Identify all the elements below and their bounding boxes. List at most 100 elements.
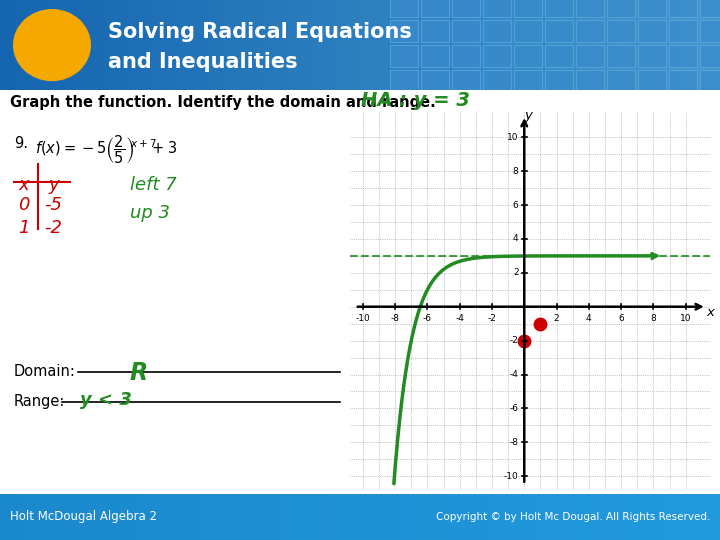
Bar (684, 494, 691, 540)
Bar (202, 494, 209, 540)
Bar (180, 494, 187, 540)
Bar (700, 45, 720, 67)
Bar (216, 0, 223, 90)
Bar (324, 0, 331, 90)
Bar (230, 494, 238, 540)
Bar (545, 45, 573, 67)
Bar (576, 45, 604, 67)
Bar (223, 0, 230, 90)
Bar (454, 494, 461, 540)
Bar (490, 0, 497, 90)
Bar (446, 494, 454, 540)
Bar (202, 0, 209, 90)
Bar (266, 494, 274, 540)
Bar (518, 0, 526, 90)
Bar (700, 0, 720, 17)
Bar (230, 0, 238, 90)
Bar (14, 494, 22, 540)
Bar (43, 0, 50, 90)
Text: 6: 6 (618, 314, 624, 323)
Bar (504, 0, 511, 90)
Bar (331, 494, 338, 540)
Bar (274, 0, 281, 90)
Bar (360, 0, 367, 90)
Bar (483, 0, 511, 17)
Bar (576, 70, 604, 92)
Bar (634, 494, 641, 540)
Bar (130, 494, 137, 540)
Bar (65, 0, 72, 90)
Bar (382, 494, 389, 540)
Text: 6: 6 (513, 200, 518, 210)
Bar (526, 494, 533, 540)
Bar (468, 0, 475, 90)
Bar (669, 45, 697, 67)
Bar (482, 494, 490, 540)
Bar (511, 494, 518, 540)
Text: -2: -2 (510, 336, 518, 345)
Text: x: x (706, 306, 714, 319)
Text: -4: -4 (455, 314, 464, 323)
Bar (638, 45, 666, 67)
Text: -8: -8 (391, 314, 400, 323)
Bar (101, 494, 108, 540)
Bar (626, 494, 634, 540)
Bar (655, 0, 662, 90)
Bar (151, 0, 158, 90)
Bar (533, 494, 540, 540)
Text: Range:: Range: (14, 394, 66, 409)
Bar (554, 494, 562, 540)
Bar (331, 0, 338, 90)
Bar (288, 0, 295, 90)
Bar (367, 0, 374, 90)
Text: 0: 0 (18, 195, 30, 214)
Bar (137, 494, 144, 540)
Bar (452, 0, 480, 17)
Bar (612, 494, 619, 540)
Bar (346, 494, 353, 540)
Bar (115, 494, 122, 540)
Bar (238, 0, 245, 90)
Bar (670, 494, 677, 540)
Bar (518, 494, 526, 540)
Bar (475, 0, 482, 90)
Text: -2: -2 (44, 219, 62, 237)
Bar (700, 70, 720, 92)
Bar (432, 0, 439, 90)
Bar (475, 494, 482, 540)
Bar (29, 0, 36, 90)
Bar (0, 494, 7, 540)
Bar (94, 0, 101, 90)
Bar (252, 0, 259, 90)
Bar (547, 494, 554, 540)
Bar (346, 0, 353, 90)
Bar (554, 0, 562, 90)
Text: R: R (130, 361, 148, 384)
Bar (421, 45, 449, 67)
Bar (338, 0, 346, 90)
Bar (94, 494, 101, 540)
Bar (72, 494, 79, 540)
Bar (209, 0, 216, 90)
Bar (662, 494, 670, 540)
Bar (374, 494, 382, 540)
Bar (158, 0, 166, 90)
Bar (540, 0, 547, 90)
Bar (545, 0, 573, 17)
Bar (605, 494, 612, 540)
Bar (439, 494, 446, 540)
Bar (483, 70, 511, 92)
Bar (533, 0, 540, 90)
Bar (252, 494, 259, 540)
Bar (151, 494, 158, 540)
Text: 9.: 9. (14, 136, 28, 151)
Bar (698, 0, 706, 90)
Bar (22, 0, 29, 90)
Bar (497, 0, 504, 90)
Bar (706, 494, 713, 540)
Bar (259, 494, 266, 540)
Bar (461, 0, 468, 90)
Bar (648, 494, 655, 540)
Bar (425, 494, 432, 540)
Text: HA : y = 3: HA : y = 3 (361, 91, 469, 110)
